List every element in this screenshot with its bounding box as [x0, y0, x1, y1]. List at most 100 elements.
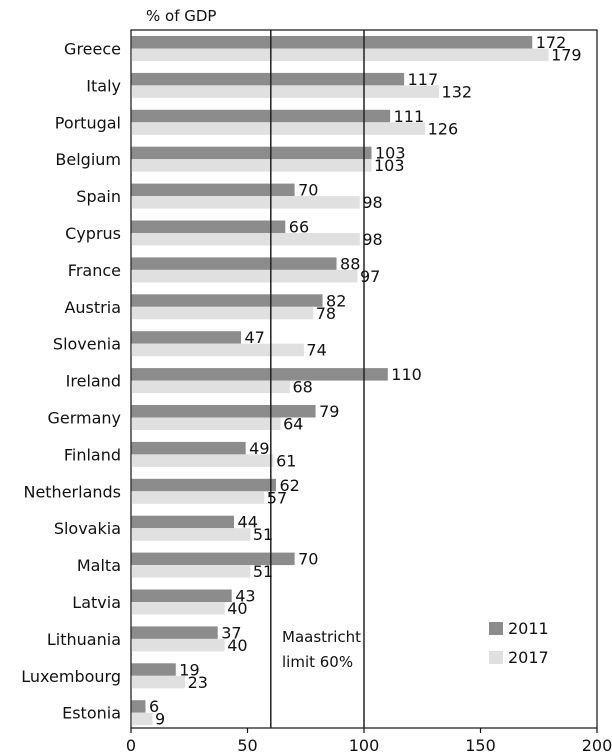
category-label: Portugal	[55, 113, 121, 132]
bar-2011	[131, 589, 232, 602]
data-label-2017: 74	[306, 341, 326, 360]
bar-2017	[131, 306, 314, 320]
bar-2017	[131, 417, 281, 430]
unit-label: % of GDP	[146, 7, 216, 25]
bar-2011	[131, 663, 176, 676]
category-label: Italy	[86, 76, 121, 95]
category-label: Germany	[47, 408, 121, 427]
category-label: France	[68, 261, 121, 280]
category-label: Malta	[77, 556, 121, 575]
legend-swatch-2011	[489, 622, 503, 635]
bar-2017	[131, 233, 360, 246]
data-label-2011: 172	[536, 33, 567, 52]
bar-2011	[131, 331, 242, 344]
bar-2017	[131, 85, 440, 98]
data-label-2017: 57	[267, 488, 287, 507]
data-label-2011: 70	[298, 181, 318, 200]
bar-2011	[131, 368, 388, 381]
data-label-2017: 132	[442, 82, 473, 101]
bar-2017	[131, 269, 358, 283]
x-tick-label: 100	[349, 736, 380, 754]
bar-2011	[131, 220, 286, 233]
category-label: Luxembourg	[21, 667, 121, 686]
data-label-2011: 19	[179, 660, 199, 679]
bar-2011	[131, 405, 316, 418]
data-label-2011: 37	[221, 623, 241, 642]
bar-2017	[131, 380, 290, 394]
data-label-2017: 64	[283, 415, 303, 434]
data-label-2011: 62	[279, 476, 299, 495]
data-label-2017: 9	[155, 710, 165, 729]
data-label-2017: 98	[362, 230, 382, 249]
data-label-2017: 51	[253, 562, 273, 581]
bar-2011	[131, 257, 337, 270]
category-label: Slovakia	[54, 519, 121, 538]
category-label: Netherlands	[23, 482, 121, 501]
refline-label-line-2: limit 60%	[282, 653, 353, 671]
bar-2017	[131, 454, 274, 467]
x-tick-label: 50	[237, 736, 257, 754]
data-label-2017: 179	[551, 46, 582, 65]
category-label: Austria	[64, 298, 121, 317]
x-tick-label: 200	[582, 736, 612, 754]
refline-label-line-1: Maastricht	[282, 628, 361, 646]
category-label: Slovenia	[53, 335, 121, 354]
legend-swatch-2017	[489, 651, 503, 664]
bar-2017	[131, 196, 360, 209]
bar-2011	[131, 183, 295, 197]
data-label-2011: 110	[391, 365, 422, 384]
bar-2011	[131, 515, 235, 529]
category-label: Greece	[64, 39, 121, 58]
bar-2017	[131, 565, 251, 578]
data-label-2017: 98	[362, 193, 382, 212]
bar-2011	[131, 109, 391, 123]
bar-2011	[131, 294, 323, 307]
data-label-2011: 79	[319, 402, 339, 421]
category-label: Estonia	[62, 704, 121, 723]
bar-2011	[131, 146, 372, 160]
data-label-2017: 51	[253, 525, 273, 544]
x-tick-label: 150	[465, 736, 496, 754]
data-label-2011: 88	[340, 254, 360, 273]
data-label-2011: 111	[394, 107, 425, 126]
category-label: Lithuania	[47, 630, 121, 649]
data-label-2017: 103	[374, 156, 405, 175]
bar-2017	[131, 638, 225, 652]
category-label: Spain	[76, 187, 121, 206]
data-label-2011: 70	[298, 550, 318, 569]
data-label-2011: 6	[149, 697, 159, 716]
bar-2017	[131, 48, 549, 61]
x-tick-label: 0	[126, 736, 136, 754]
data-label-2017: 23	[188, 673, 208, 692]
data-label-2011: 82	[326, 291, 346, 310]
data-label-2011: 49	[249, 439, 269, 458]
data-label-2011: 117	[408, 70, 439, 89]
category-label: Ireland	[66, 372, 121, 391]
data-label-2017: 78	[316, 304, 336, 323]
bar-2017	[131, 159, 372, 172]
bar-2011	[131, 36, 533, 49]
bar-2011	[131, 478, 276, 492]
category-label: Latvia	[72, 593, 121, 612]
legend-label-2011: 2011	[508, 619, 549, 638]
bar-2017	[131, 712, 153, 726]
data-label-2011: 43	[235, 587, 255, 606]
bar-2017	[131, 602, 225, 615]
bar-2017	[131, 675, 186, 689]
data-label-2011: 47	[245, 328, 265, 347]
data-label-2011: 103	[375, 144, 406, 163]
data-label-2011: 66	[289, 218, 309, 237]
data-label-2017: 68	[292, 378, 312, 397]
bar-2017	[131, 528, 251, 541]
data-label-2017: 61	[276, 451, 296, 470]
bar-2011	[131, 72, 405, 86]
data-label-2011: 44	[238, 513, 258, 532]
category-label: Belgium	[55, 150, 121, 169]
bar-2011	[131, 552, 295, 566]
category-label: Finland	[64, 445, 121, 464]
data-label-2017: 40	[227, 599, 247, 618]
data-label-2017: 97	[360, 267, 380, 286]
legend-label-2017: 2017	[508, 648, 549, 667]
category-label: Cyprus	[65, 224, 121, 243]
